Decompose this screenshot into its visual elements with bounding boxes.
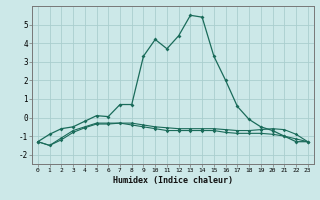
X-axis label: Humidex (Indice chaleur): Humidex (Indice chaleur) — [113, 176, 233, 185]
